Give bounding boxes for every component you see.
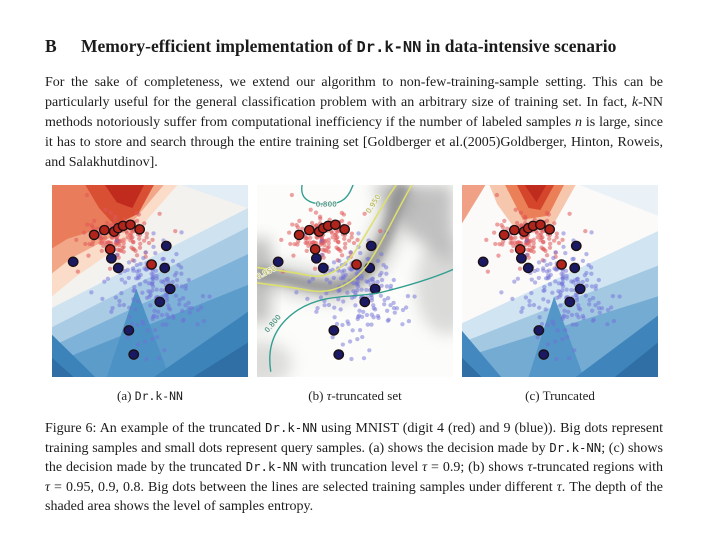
contour-0800-top (301, 185, 354, 205)
intro-paragraph: For the sake of completeness, we extend … (45, 75, 663, 170)
tau-truncated-entropy-plot: 0.800 0.950 0.950 0.800 (257, 185, 453, 377)
figure-caption: Figure 6: An example of the truncated Dr… (45, 421, 663, 514)
entropy-shading (257, 185, 453, 377)
figure-6: (a) Dr.k-NN (45, 185, 663, 517)
training-dots (67, 219, 176, 360)
panel-c: (c) Truncated (462, 185, 658, 404)
panel-a: (a) Dr.k-NN (52, 185, 248, 404)
contour-0800-bottom (269, 268, 453, 372)
subcaption-b: (b) τ-truncated set (308, 388, 402, 403)
subcaption-c: (c) Truncated (525, 388, 595, 403)
subcaption-a: (a) Dr.k-NN (117, 388, 183, 403)
entropy-contours (257, 185, 453, 372)
training-dots (272, 219, 381, 360)
training-dots (477, 219, 586, 360)
decision-regions (462, 185, 658, 377)
dr-knn-decision-plot (52, 185, 248, 377)
section-title: Memory-efficient implementation of Dr.k-… (81, 36, 617, 56)
contour-0950-lower (257, 185, 413, 293)
figure-panels: (a) Dr.k-NN (52, 185, 663, 404)
section-number: B (45, 36, 57, 56)
truncated-decision-plot (462, 185, 658, 377)
contour-label-top: 0.800 (316, 201, 337, 209)
contour-0950-upper (257, 185, 397, 277)
decision-regions (52, 185, 248, 377)
panel-b: 0.800 0.950 0.950 0.800 (b) τ-truncated … (257, 185, 453, 404)
section-heading: B Memory-efficient implementation of Dr.… (45, 33, 663, 60)
